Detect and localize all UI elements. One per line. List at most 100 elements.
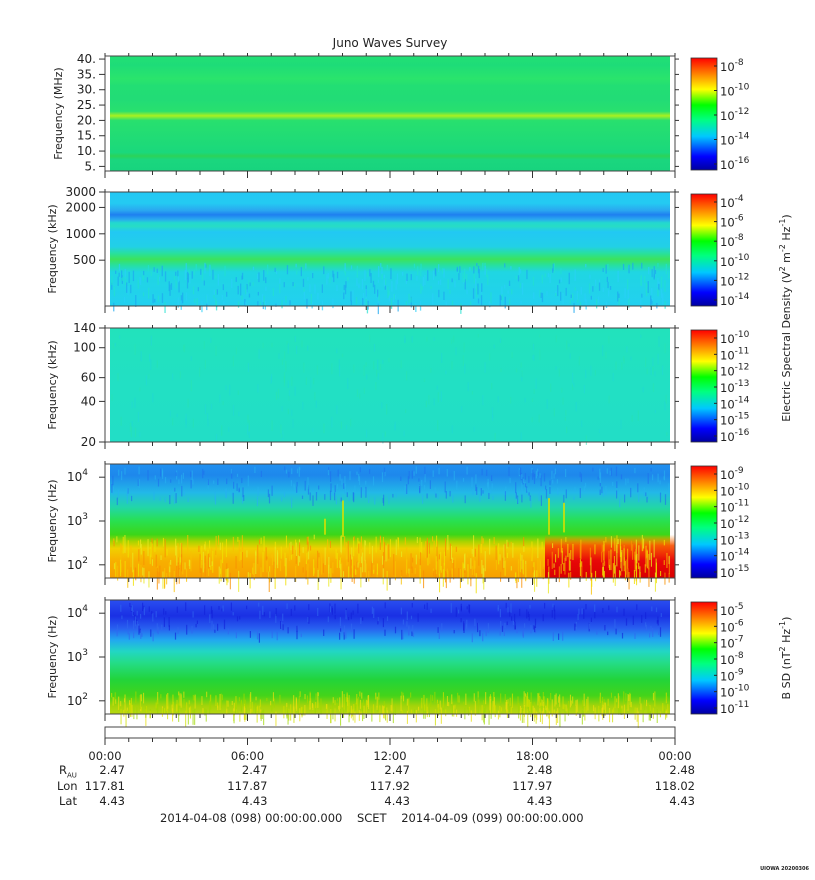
spectral-noise-streak xyxy=(408,697,410,706)
spectral-noise-streak xyxy=(228,427,230,432)
spectral-noise-streak xyxy=(284,552,286,567)
colorbar-tick-label: 10-11 xyxy=(720,700,749,716)
spectral-noise-streak xyxy=(180,542,182,563)
spectral-noise-streak xyxy=(413,263,416,269)
spectral-noise-streak xyxy=(533,389,535,394)
spectral-noise-streak xyxy=(574,269,576,281)
spectral-noise-streak xyxy=(151,538,153,544)
spectral-noise-streak xyxy=(308,604,310,611)
spectral-noise-streak xyxy=(120,708,122,725)
spectral-noise-streak xyxy=(181,554,183,572)
spectral-noise-streak xyxy=(114,343,116,347)
spectral-noise-streak xyxy=(501,294,503,302)
spectral-noise-streak xyxy=(663,470,666,481)
spectral-noise-streak xyxy=(344,267,347,276)
spectral-noise-streak xyxy=(309,492,311,501)
spectral-noise-streak xyxy=(166,694,168,711)
spectral-noise-streak xyxy=(519,269,522,274)
spectral-noise-streak xyxy=(539,702,541,706)
spectral-noise-streak xyxy=(510,707,512,715)
spectral-noise-streak xyxy=(299,691,301,697)
spectral-noise-streak xyxy=(235,632,237,639)
spectral-noise-streak xyxy=(273,561,275,579)
spectral-noise-streak xyxy=(616,606,618,613)
spectral-noise-streak xyxy=(406,484,408,494)
spectral-noise-streak xyxy=(151,611,153,615)
spectral-noise-streak xyxy=(183,698,185,708)
spectral-noise-streak xyxy=(647,281,649,293)
spectral-noise-streak xyxy=(287,709,289,725)
spectral-noise-streak xyxy=(267,489,269,498)
spectral-noise-streak xyxy=(607,263,609,270)
spectral-noise-streak xyxy=(535,378,537,389)
spectral-noise-streak xyxy=(627,289,629,300)
spectral-noise-streak xyxy=(192,694,194,701)
spectral-noise-streak xyxy=(588,623,590,630)
spectral-noise-streak xyxy=(587,696,589,711)
spectral-noise-streak xyxy=(410,274,412,281)
spectral-noise-streak xyxy=(455,347,457,356)
spectral-noise-streak xyxy=(204,605,206,615)
spectral-noise-streak xyxy=(231,701,233,705)
spectral-noise-streak xyxy=(523,537,525,547)
spectral-noise-streak xyxy=(285,563,287,586)
spectral-noise-streak xyxy=(610,692,612,698)
spectral-noise-streak xyxy=(565,489,567,499)
spectral-noise-streak xyxy=(558,633,560,640)
spectral-noise-streak xyxy=(664,301,666,309)
spectral-noise-streak xyxy=(438,289,440,298)
spectral-noise-streak xyxy=(121,545,123,552)
spectral-noise-streak xyxy=(500,693,502,704)
spectral-noise-streak xyxy=(367,272,369,278)
spectral-noise-streak xyxy=(263,295,265,306)
spectral-noise-streak xyxy=(365,288,367,299)
spectral-noise-streak xyxy=(524,483,527,488)
spectral-noise-streak xyxy=(313,559,315,576)
spectral-noise-streak xyxy=(480,295,483,306)
spectral-noise-streak xyxy=(459,569,461,589)
spectral-noise-streak xyxy=(339,560,341,568)
spectral-noise-streak xyxy=(570,550,572,560)
spectral-noise-streak xyxy=(282,613,284,621)
spectral-noise-streak xyxy=(310,377,312,389)
spectral-noise-streak xyxy=(113,697,115,704)
spectral-noise-streak xyxy=(296,625,298,632)
spectral-noise-streak xyxy=(447,535,449,550)
spectral-noise-streak xyxy=(232,405,235,416)
spectral-noise-streak xyxy=(274,541,276,549)
spectral-noise-streak xyxy=(302,278,305,287)
spectral-noise-streak xyxy=(593,705,595,712)
spectral-noise-streak xyxy=(628,298,630,308)
spectral-noise-streak xyxy=(665,710,667,716)
spectral-noise-streak xyxy=(339,697,341,712)
spectral-noise-streak xyxy=(488,708,490,725)
spectral-noise-streak xyxy=(160,555,162,560)
spectral-noise-streak xyxy=(395,539,397,556)
y-tick-label: 10. xyxy=(77,144,96,158)
spectral-noise-streak xyxy=(401,570,403,577)
spectral-noise-streak xyxy=(428,394,430,405)
spectral-noise-streak xyxy=(332,298,334,309)
spectral-noise-streak xyxy=(299,708,301,722)
spectral-noise-streak xyxy=(407,476,409,485)
spectral-noise-streak xyxy=(155,554,157,568)
spectral-noise-streak xyxy=(378,294,380,301)
spectral-noise-streak xyxy=(111,394,113,401)
spectral-noise-streak xyxy=(318,552,320,559)
spectral-noise-streak xyxy=(519,705,521,721)
spectral-noise-streak xyxy=(248,279,250,286)
spectral-noise-streak xyxy=(401,710,403,714)
spectral-noise-streak xyxy=(260,567,262,577)
spectral-noise-streak xyxy=(149,547,151,565)
spectral-noise-streak xyxy=(291,468,293,475)
spectral-noise-streak xyxy=(625,478,627,486)
spectral-noise-streak xyxy=(408,570,410,577)
spectral-noise-streak xyxy=(430,608,432,613)
spectral-noise-streak xyxy=(123,296,126,303)
spectral-noise-streak xyxy=(263,709,265,726)
spectral-noise-streak xyxy=(306,298,308,309)
spectral-noise-streak xyxy=(406,621,408,627)
spectral-noise-streak xyxy=(649,540,651,560)
spectral-noise-streak xyxy=(424,604,426,609)
